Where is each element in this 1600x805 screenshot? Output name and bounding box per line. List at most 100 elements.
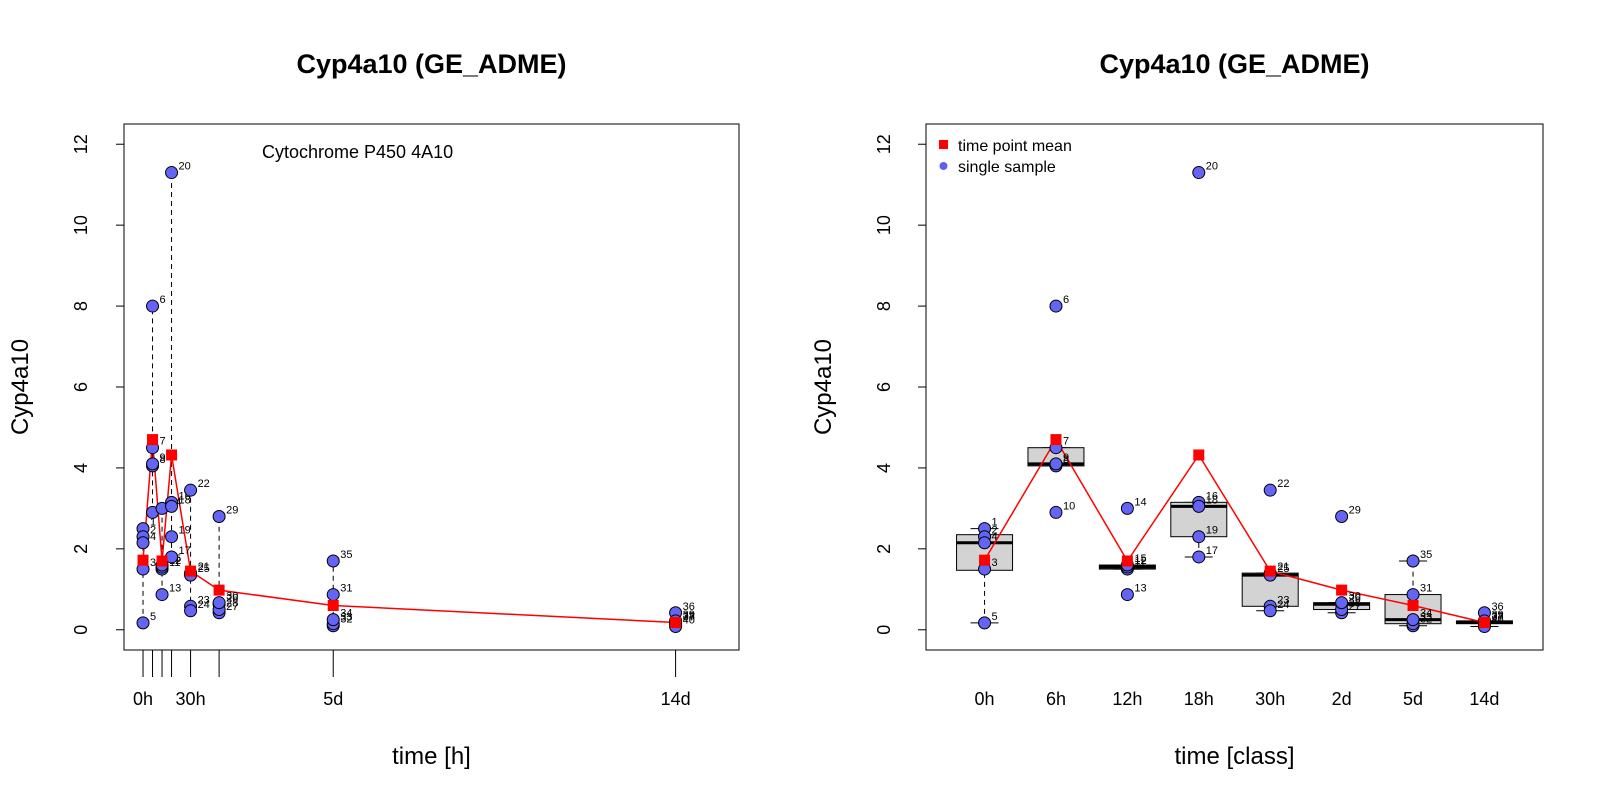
left-annotation-protein-name: Cytochrome P450 4A10 [262, 142, 453, 162]
right-mean-marker [979, 554, 991, 566]
left-sample-label: 8 [160, 454, 166, 466]
right-sample-label: 27 [1349, 601, 1361, 613]
left-sample-point [165, 166, 179, 180]
right-y-tick-label: 12 [874, 134, 894, 154]
left-sample-point [326, 554, 340, 568]
left-mean-marker [147, 434, 159, 446]
right-sample-point [1406, 588, 1420, 602]
right-sample-point [978, 616, 992, 630]
left-mean-marker [166, 449, 178, 461]
left-sample-label: 20 [179, 161, 191, 173]
right-sample-label: 3 [992, 557, 998, 569]
right-sample-point [1049, 299, 1063, 313]
left-sample-point [165, 499, 179, 513]
left-sample-label: 23 [198, 594, 210, 606]
right-sample-label: 35 [1420, 549, 1432, 561]
left-sample-label: 30 [226, 591, 238, 603]
left-sample-label: 24 [198, 599, 210, 611]
left-mean-marker [327, 599, 339, 611]
left-x-axis-label: time [h] [392, 743, 471, 770]
left-panel-time-scatter: Cyp4a10 (GE_ADME) Cytochrome P450 4A10 tim… [7, 49, 740, 770]
right-y-tick-label: 8 [874, 301, 894, 311]
left-sample-label: 2 [150, 525, 156, 537]
right-mean-marker [1264, 565, 1276, 577]
right-sample-point [1120, 588, 1134, 602]
right-sample-point [1049, 457, 1063, 471]
right-sample-label: 32 [1420, 614, 1432, 626]
left-sample-point [165, 530, 179, 544]
right-x-tick-label: 14d [1469, 689, 1499, 709]
right-sample-point [1049, 505, 1063, 519]
right-sample-label: 30 [1349, 591, 1361, 603]
right-mean-marker [1121, 555, 1133, 567]
left-sample-label: 38 [683, 610, 695, 622]
left-sample-label: 4 [150, 531, 156, 543]
left-x-tick-label: 30h [176, 689, 206, 709]
right-sample-label: 39 [1491, 609, 1503, 621]
left-sample-point [212, 596, 226, 610]
left-sample-label: 19 [179, 525, 191, 537]
left-sample-label: 39 [683, 609, 695, 621]
right-sample-label: 26 [1349, 592, 1361, 604]
right-sample-label: 17 [1206, 545, 1218, 557]
right-sample-point [1192, 499, 1206, 513]
left-y-tick-label: 0 [71, 625, 91, 635]
right-sample-label: 21 [1277, 561, 1289, 573]
right-sample-label: 31 [1420, 583, 1432, 595]
right-sample-label: 4 [992, 531, 998, 543]
left-sample-point [184, 604, 198, 618]
left-chart-title: Cyp4a10 (GE_ADME) [296, 49, 566, 79]
right-y-tick-label: 4 [874, 463, 894, 473]
right-sample-label: 22 [1277, 478, 1289, 490]
left-y-tick-label: 10 [71, 215, 91, 235]
right-sample-point [1263, 483, 1277, 497]
left-sample-label: 17 [179, 545, 191, 557]
right-sample-label: 14 [1134, 496, 1146, 508]
right-mean-marker [1407, 599, 1419, 611]
right-sample-label: 23 [1277, 594, 1289, 606]
right-sample-point [1406, 613, 1420, 627]
right-sample-label: 38 [1491, 610, 1503, 622]
right-mean-line [983, 438, 1485, 624]
right-sample-label: 8 [1063, 454, 1069, 466]
right-mean-marker [1193, 449, 1205, 461]
left-y-tick-label: 12 [71, 134, 91, 154]
left-x-tick-label: 14d [661, 689, 691, 709]
left-sample-label: 21 [198, 561, 210, 573]
left-sample-label: 35 [340, 549, 352, 561]
left-sample-label: 26 [226, 592, 238, 604]
right-y-tick-label: 10 [874, 215, 894, 235]
left-sample-point [212, 509, 226, 523]
right-x-tick-label: 12h [1112, 689, 1142, 709]
left-sample-label: 9 [160, 452, 166, 464]
left-sample-point [146, 299, 160, 313]
left-sample-label: 1 [150, 517, 156, 529]
right-sample-point [1192, 166, 1206, 180]
right-sample-label: 12 [1134, 555, 1146, 567]
left-y-tick-label: 4 [71, 463, 91, 473]
left-sample-label: 22 [198, 478, 210, 490]
left-sample-label: 34 [340, 608, 352, 620]
left-sample-point [326, 613, 340, 627]
right-chart-title: Cyp4a10 (GE_ADME) [1099, 49, 1369, 79]
left-mean-marker [156, 555, 168, 567]
right-panel-time-class-boxplot: Cyp4a10 (GE_ADME)time [class]Cyp4a100246… [810, 49, 1544, 770]
right-y-axis-label: Cyp4a10 [810, 339, 837, 435]
right-sample-label: 33 [1420, 612, 1432, 624]
right-sample-point [978, 536, 992, 550]
legend-mean-label: time point mean [958, 138, 1072, 155]
right-sample-label: 1 [992, 517, 998, 529]
right-sample-label: 15 [1134, 553, 1146, 565]
left-sample-label: 18 [179, 494, 191, 506]
right-sample-label: 28 [1349, 598, 1361, 610]
right-mean-marker [1336, 584, 1348, 596]
right-sample-label: 11 [1134, 557, 1145, 569]
right-mean-marker [1478, 616, 1490, 628]
left-sample-point [136, 616, 150, 630]
right-y-tick-label: 0 [874, 625, 894, 635]
left-sample-label: 28 [226, 598, 238, 610]
right-sample-label: 24 [1277, 599, 1289, 611]
right-x-axis-label: time [class] [1174, 743, 1294, 770]
left-sample-label: 29 [226, 504, 238, 516]
right-sample-label: 7 [1063, 436, 1069, 448]
